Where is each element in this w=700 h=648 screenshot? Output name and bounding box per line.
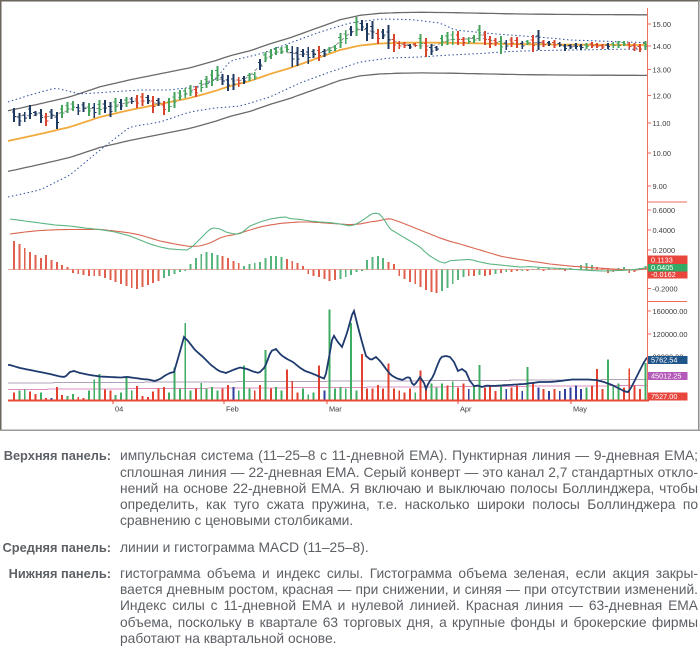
svg-text:12.00: 12.00	[653, 92, 672, 101]
svg-text:9.00: 9.00	[653, 182, 667, 191]
svg-text:0.0405: 0.0405	[651, 263, 673, 272]
svg-text:120000.00: 120000.00	[653, 330, 688, 339]
svg-text:0.1133: 0.1133	[651, 256, 673, 265]
svg-text:160000.00: 160000.00	[653, 307, 688, 316]
svg-text:5762.54: 5762.54	[651, 356, 677, 365]
svg-text:Feb: Feb	[226, 405, 239, 414]
svg-text:13.00: 13.00	[653, 66, 672, 75]
svg-text:-0.2000: -0.2000	[653, 285, 678, 294]
svg-text:15.00: 15.00	[653, 20, 672, 29]
svg-text:Mar: Mar	[329, 405, 342, 414]
svg-text:10.00: 10.00	[653, 149, 672, 158]
svg-text:May: May	[573, 405, 587, 414]
svg-text:0.2000: 0.2000	[653, 246, 676, 255]
svg-text:04: 04	[115, 405, 123, 414]
svg-text:0.6000: 0.6000	[653, 206, 676, 215]
svg-text:7527.00: 7527.00	[651, 392, 677, 401]
svg-text:-0.0162: -0.0162	[651, 270, 676, 279]
svg-text:45012.25: 45012.25	[651, 372, 681, 381]
svg-text:0.4000: 0.4000	[653, 226, 676, 235]
svg-text:11.00: 11.00	[653, 119, 671, 128]
svg-text:Apr: Apr	[460, 405, 472, 414]
svg-text:14.00: 14.00	[653, 42, 672, 51]
